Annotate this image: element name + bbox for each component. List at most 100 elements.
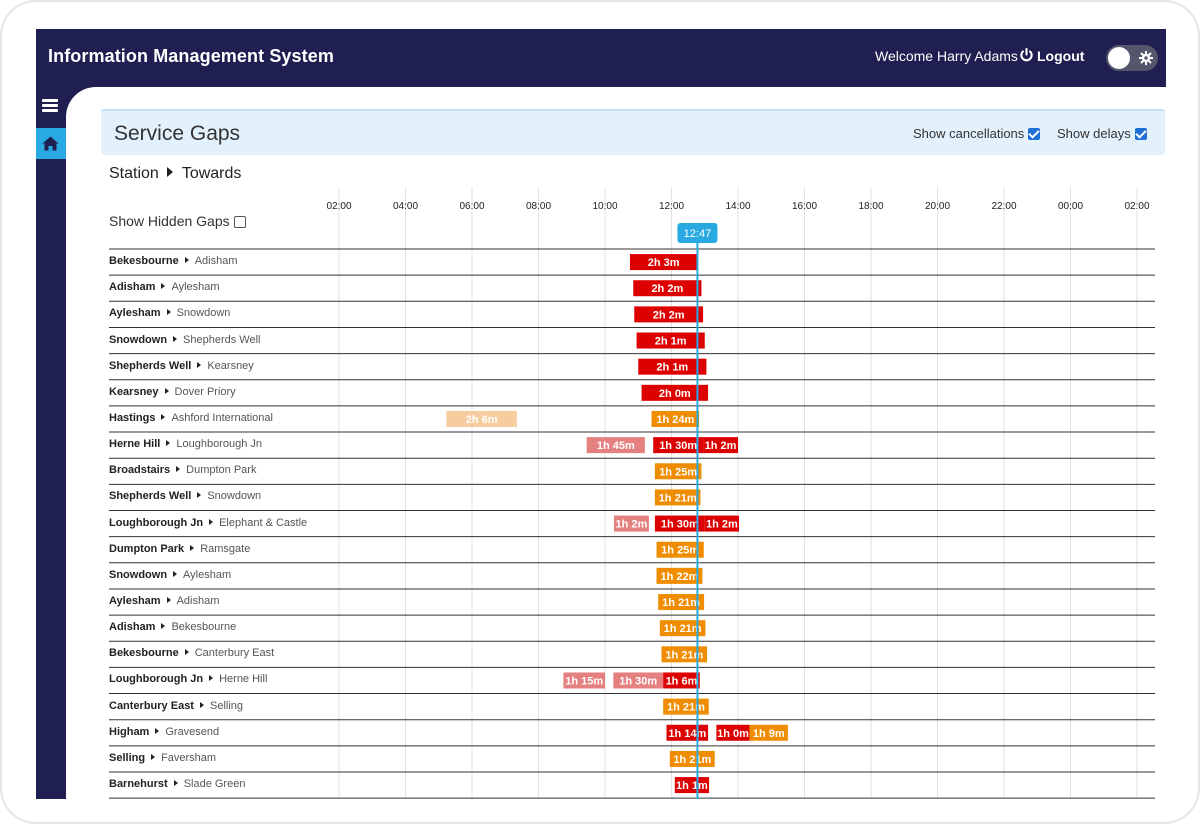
- row-label[interactable]: Aylesham Adisham: [109, 595, 219, 607]
- row-label[interactable]: Adisham Bekesbourne: [109, 621, 236, 633]
- row-label[interactable]: Kearsney Dover Priory: [109, 386, 236, 398]
- gap-bar-label: 1h 21m: [664, 623, 702, 635]
- row-label[interactable]: Loughborough Jn Herne Hill: [109, 673, 267, 685]
- row-label[interactable]: Canterbury East Selling: [109, 700, 243, 712]
- caret-right-icon: [184, 649, 189, 656]
- station-name: Shepherds Well: [109, 490, 192, 503]
- gap-bar: [663, 672, 700, 689]
- row-label[interactable]: Shepherds Well Kearsney: [109, 360, 254, 372]
- page-title: Service Gaps: [114, 122, 241, 145]
- row-label[interactable]: Bekesbourne Adisham: [109, 255, 238, 267]
- show-delays-option[interactable]: Show delays: [1057, 126, 1147, 141]
- towards-name: Adisham: [176, 595, 220, 608]
- gap-bar: [703, 437, 738, 454]
- station-name: Selling: [109, 751, 146, 764]
- caret-right-icon: [209, 518, 214, 525]
- caret-right-icon: [155, 727, 160, 734]
- row-label[interactable]: Dumpton Park Ramsgate: [109, 543, 250, 555]
- row-label[interactable]: Higham Gravesend: [109, 726, 219, 738]
- toggle-knob: [1108, 47, 1130, 69]
- towards-header: Towards: [181, 165, 242, 182]
- welcome-text: Welcome Harry Adams: [875, 48, 1018, 64]
- home-button[interactable]: [36, 128, 66, 159]
- station-name: Bekesbourne: [109, 255, 179, 268]
- gap-bar-label: 1h 30m: [661, 519, 699, 531]
- row-label[interactable]: Bekesbourne Canterbury East: [109, 647, 274, 659]
- towards-name: Ramsgate: [200, 542, 251, 555]
- gap-bar: [641, 384, 709, 401]
- logout-link[interactable]: Logout: [1037, 48, 1085, 64]
- gap-bar: [638, 358, 707, 375]
- row-label[interactable]: Broadstairs Dumpton Park: [109, 464, 256, 476]
- time-tick-label: 00:00: [1058, 201, 1083, 212]
- main-content: Service Gaps Show cancellations Show del…: [66, 87, 1166, 799]
- time-tick-label: 02:00: [326, 201, 351, 212]
- towards-name: Snowdown: [207, 490, 262, 503]
- station-name: Dumpton Park: [109, 542, 185, 555]
- time-tick-label: 14:00: [725, 201, 750, 212]
- gap-bar-label: 2h 6m: [466, 414, 498, 426]
- time-tick-label: 08:00: [526, 201, 551, 212]
- row-label[interactable]: Adisham Aylesham: [109, 281, 220, 293]
- gap-bar: [563, 672, 605, 689]
- time-tick-label: 04:00: [393, 201, 418, 212]
- caret-right-icon: [166, 167, 173, 177]
- gap-bar: [661, 646, 708, 663]
- towards-name: Ashford International: [171, 411, 273, 424]
- gap-bar: [613, 672, 664, 689]
- power-icon[interactable]: [1019, 47, 1034, 63]
- towards-name: Snowdown: [176, 307, 231, 320]
- gap-bar: [669, 750, 715, 767]
- time-tick-label: 22:00: [991, 201, 1016, 212]
- caret-right-icon: [161, 283, 166, 290]
- time-tick-label: 10:00: [592, 201, 617, 212]
- row-label[interactable]: Snowdown Shepherds Well: [109, 334, 261, 346]
- caret-right-icon: [199, 701, 204, 708]
- row-label[interactable]: Shepherds Well Snowdown: [109, 490, 261, 502]
- show-cancellations-checkbox[interactable]: [1028, 128, 1041, 140]
- now-badge-label: 12:47: [684, 228, 712, 240]
- row-label[interactable]: Loughborough Jn Elephant & Castle: [109, 517, 307, 529]
- caret-right-icon: [166, 597, 171, 604]
- gap-bar: [658, 594, 705, 611]
- show-delays-checkbox[interactable]: [1134, 128, 1147, 140]
- show-hidden-gaps-checkbox[interactable]: [233, 216, 246, 228]
- station-name: Loughborough Jn: [109, 516, 204, 529]
- show-hidden-gaps-option[interactable]: Show Hidden Gaps: [109, 213, 246, 229]
- top-navbar: Information Management System Welcome Ha…: [36, 29, 1166, 87]
- gap-bar-label: 1h 25m: [659, 466, 697, 478]
- station-name: Barnehurst: [109, 778, 168, 791]
- towards-name: Faversham: [161, 751, 217, 764]
- gap-bar-label: 1h 1m: [676, 780, 708, 792]
- towards-name: Selling: [209, 699, 244, 712]
- station-name: Adisham: [109, 281, 156, 294]
- row-label[interactable]: Herne Hill Loughborough Jn: [109, 438, 262, 450]
- gap-bar-label: 2h 1m: [655, 336, 687, 348]
- towards-name: Adisham: [194, 255, 238, 268]
- gap-bar-label: 1h 21m: [665, 649, 703, 661]
- row-label[interactable]: Snowdown Aylesham: [109, 569, 231, 581]
- towards-name: Slade Green: [183, 778, 246, 791]
- theme-toggle[interactable]: [1106, 45, 1158, 71]
- caret-right-icon: [151, 753, 156, 760]
- show-delays-label: Show delays: [1057, 126, 1131, 141]
- caret-right-icon: [190, 544, 195, 551]
- row-label[interactable]: Aylesham Snowdown: [109, 307, 230, 319]
- station-name: Hastings: [109, 411, 156, 424]
- row-label[interactable]: Selling Faversham: [109, 752, 216, 764]
- show-cancellations-option[interactable]: Show cancellations: [913, 126, 1041, 141]
- hamburger-icon[interactable]: [42, 99, 58, 113]
- caret-right-icon: [173, 570, 178, 577]
- row-label[interactable]: Barnehurst Slade Green: [109, 778, 245, 790]
- gear-icon: [1139, 51, 1153, 65]
- gap-bar: [651, 410, 700, 427]
- show-hidden-gaps-label: Show Hidden Gaps: [109, 213, 230, 229]
- app-title: Information Management System: [48, 46, 334, 66]
- gap-bar: [636, 332, 705, 349]
- time-tick-label: 20:00: [925, 201, 950, 212]
- caret-right-icon: [166, 309, 171, 316]
- towards-name: Gravesend: [165, 725, 220, 738]
- row-label[interactable]: Hastings Ashford International: [109, 412, 273, 424]
- gap-bar: [629, 254, 698, 271]
- gap-bar-label: 1h 9m: [753, 728, 785, 740]
